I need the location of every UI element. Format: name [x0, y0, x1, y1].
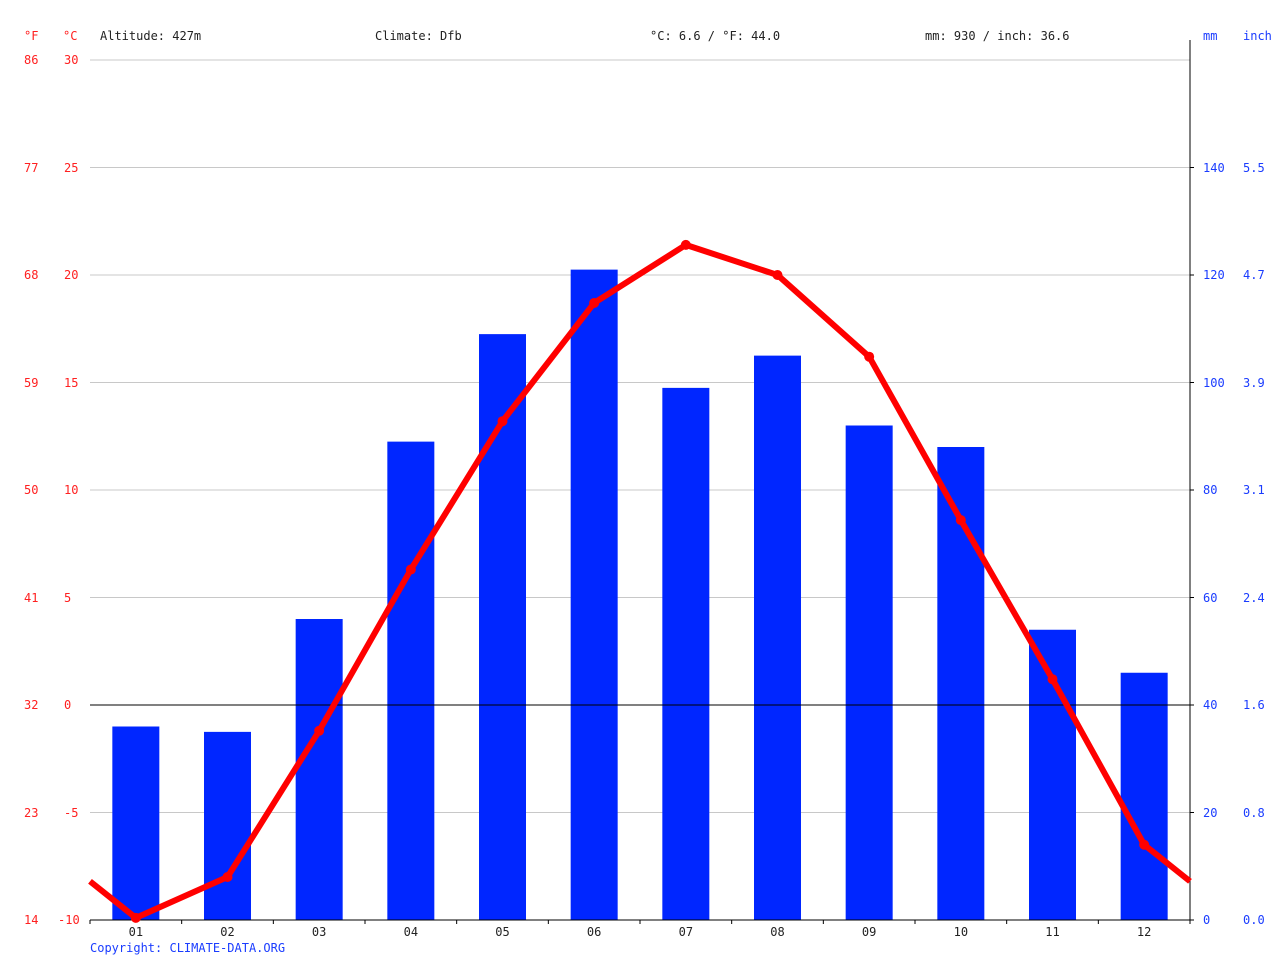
month-label: 09 [861, 925, 877, 939]
temperature-line [88, 241, 1192, 921]
fahrenheit-tick-label: 50 [24, 483, 39, 497]
copyright-link[interactable]: Copyright: CLIMATE-DATA.ORG [90, 941, 286, 955]
inch-unit-label: inch [1243, 29, 1272, 43]
month-label: 03 [311, 925, 327, 939]
mm-tick-label: 0 [1203, 913, 1211, 927]
inch-tick-label: 5.5 [1243, 160, 1265, 175]
celsius-tick-label: 30 [64, 53, 79, 67]
inch-tick-label: 1.6 [1243, 698, 1265, 712]
inch-tick-label: 0.8 [1243, 805, 1265, 820]
fahrenheit-tick-label: 14 [24, 913, 39, 927]
temperature-point [772, 270, 783, 280]
fahrenheit-tick-label: 59 [24, 375, 39, 390]
temperature-point [497, 416, 508, 427]
inch-tick-label: 3.1 [1243, 483, 1265, 497]
temperature-point [222, 872, 233, 882]
precipitation-bar [1120, 672, 1168, 920]
precipitation-bar [662, 387, 710, 920]
temperature-point [1047, 674, 1058, 685]
celsius-tick-label: 20 [64, 268, 79, 282]
inch-tick-label: 4.7 [1243, 268, 1265, 282]
month-label: 02 [220, 925, 235, 939]
fahrenheit-tick-label: 77 [24, 160, 39, 175]
celsius-tick-label: 15 [64, 375, 79, 390]
month-label: 06 [586, 925, 602, 939]
precipitation-summary: mm: 930 / inch: 36.6 [925, 29, 1070, 43]
inch-tick-label: 0.0 [1243, 913, 1265, 927]
celsius-tick-label: 25 [64, 160, 79, 175]
month-label: 08 [770, 925, 785, 939]
celsius-tick-label: 0 [64, 698, 72, 712]
temperature-point [405, 564, 416, 575]
temperature-point [1139, 839, 1150, 850]
inch-tick-label: 3.9 [1243, 375, 1265, 390]
precipitation-bar [204, 731, 251, 920]
precipitation-bar [479, 334, 526, 920]
month-label: 11 [1045, 925, 1060, 939]
celsius-tick-label: -5 [64, 805, 79, 820]
temperature-point [130, 912, 141, 923]
temperature-point [955, 515, 966, 526]
temperature-point [589, 297, 600, 308]
month-label: 10 [953, 925, 969, 939]
fahrenheit-tick-label: 23 [24, 805, 39, 820]
mm-tick-label: 80 [1203, 483, 1218, 497]
climate-label: Climate: Dfb [375, 29, 462, 43]
celsius-tick-label: -10 [58, 913, 80, 927]
altitude-label: Altitude: 427m [100, 29, 202, 43]
fahrenheit-tick-label: 86 [24, 53, 39, 67]
temperature-summary: °C: 6.6 / °F: 44.0 [650, 29, 781, 43]
fahrenheit-tick-label: 41 [24, 590, 39, 605]
month-label: 05 [495, 925, 510, 939]
mm-tick-label: 20 [1203, 805, 1218, 820]
temperature-point [314, 725, 325, 736]
precipitation-bar [845, 425, 893, 920]
fahrenheit-tick-label: 32 [24, 698, 39, 712]
mm-tick-label: 100 [1203, 375, 1225, 390]
inch-tick-label: 2.4 [1243, 590, 1265, 605]
mm-tick-label: 140 [1203, 160, 1225, 175]
fahrenheit-unit-label: °F [24, 29, 39, 43]
precipitation-bar [112, 726, 160, 920]
precipitation-bar [570, 269, 618, 920]
mm-unit-label: mm [1203, 29, 1218, 43]
mm-tick-label: 60 [1203, 590, 1218, 605]
temperature-point [864, 351, 875, 362]
fahrenheit-tick-label: 68 [24, 268, 39, 282]
celsius-tick-label: 5 [64, 590, 72, 605]
precipitation-bar [387, 441, 435, 920]
celsius-unit-label: °C [63, 29, 78, 43]
month-label: 07 [678, 925, 694, 939]
mm-tick-label: 120 [1203, 268, 1225, 282]
month-label: 01 [128, 925, 144, 939]
temperature-point [680, 239, 691, 250]
mm-tick-label: 40 [1203, 698, 1218, 712]
precipitation-bar [754, 355, 801, 920]
celsius-tick-label: 10 [64, 483, 79, 497]
month-label: 04 [403, 925, 419, 939]
month-label: 12 [1136, 925, 1152, 939]
precipitation-bar [295, 619, 343, 920]
